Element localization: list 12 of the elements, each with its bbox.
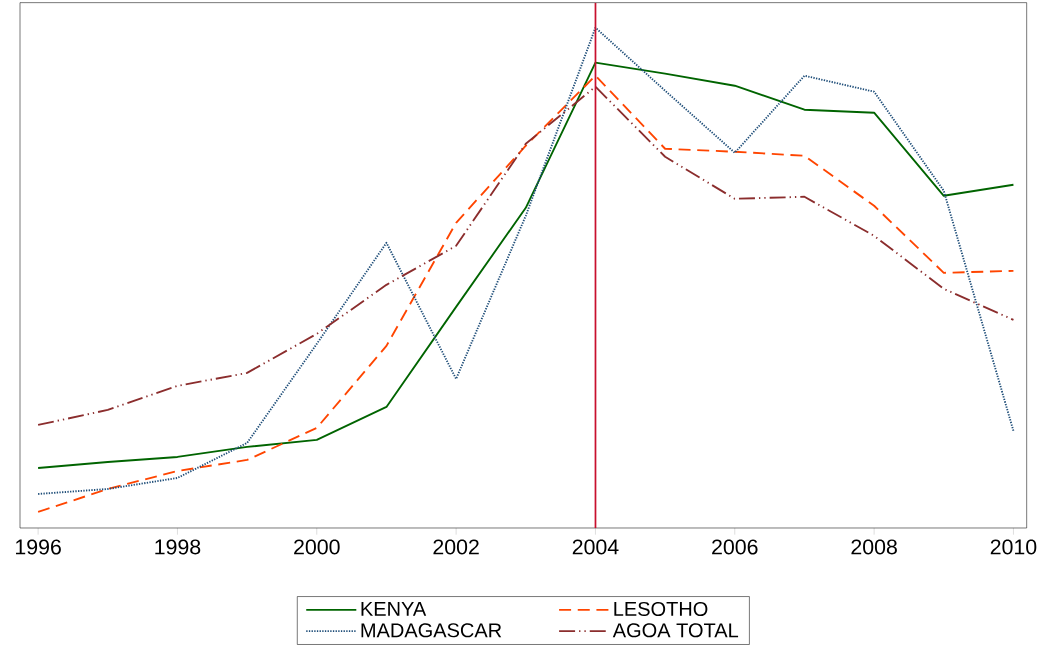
- legend-label: AGOA TOTAL: [612, 623, 739, 638]
- x-tick-label: 1996: [16, 539, 61, 555]
- x-tick-label: 2004: [572, 539, 619, 555]
- x-tick-label: 2010: [990, 539, 1037, 555]
- x-tick-label: 2006: [712, 539, 758, 555]
- legend-label: MADAGASCAR: [361, 623, 502, 638]
- x-tick-label: 2002: [433, 539, 479, 555]
- x-tick-label: 2000: [294, 539, 340, 555]
- x-tick-label: 1998: [155, 539, 201, 555]
- legend-label: KENYA: [361, 601, 427, 616]
- legend-label: LESOTHO: [614, 601, 708, 616]
- x-tick-label: 2008: [851, 539, 897, 555]
